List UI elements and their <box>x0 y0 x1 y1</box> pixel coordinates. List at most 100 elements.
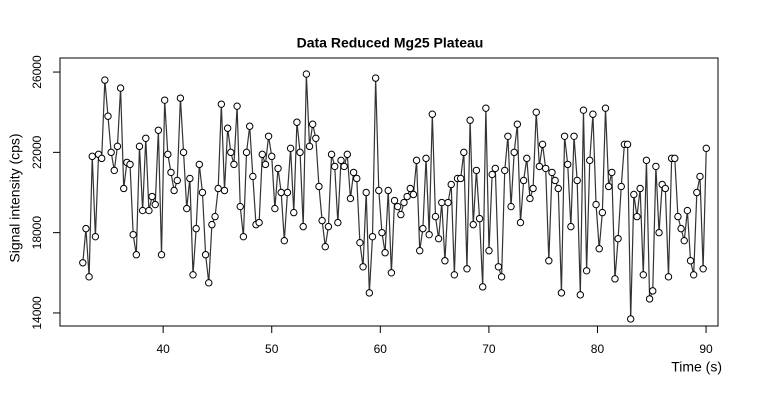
data-point <box>107 148 115 157</box>
data-point <box>475 214 484 223</box>
data-point <box>245 122 254 130</box>
data-point <box>230 160 238 169</box>
data-point <box>554 184 562 193</box>
data-point <box>422 154 430 163</box>
data-point <box>425 230 433 239</box>
data-point <box>456 174 465 183</box>
data-point <box>334 218 342 227</box>
data-point <box>548 168 556 177</box>
data-point <box>148 192 156 201</box>
data-point <box>469 220 477 229</box>
y-tick-label: 18000 <box>30 216 44 250</box>
data-point <box>431 212 440 221</box>
data-point <box>393 202 402 211</box>
x-axis-title: Time (s) <box>671 359 722 375</box>
data-point <box>683 206 692 215</box>
data-point <box>151 200 159 209</box>
data-point <box>604 182 613 191</box>
data-point <box>491 164 500 173</box>
data-point <box>261 160 270 169</box>
data-point <box>608 168 616 177</box>
data-point <box>324 222 333 231</box>
data-point <box>299 222 307 231</box>
data-point <box>120 184 128 193</box>
data-point <box>557 289 566 297</box>
data-point <box>321 243 329 251</box>
data-point <box>343 150 352 159</box>
data-point <box>570 132 578 140</box>
x-tick-label: 40 <box>156 342 170 356</box>
data-point <box>176 94 185 102</box>
data-point <box>674 212 682 221</box>
data-point <box>434 234 443 243</box>
data-point <box>258 150 266 159</box>
data-point <box>466 116 474 124</box>
data-point <box>268 152 276 161</box>
data-point <box>277 188 285 197</box>
data-point <box>353 174 361 183</box>
data-point <box>154 126 163 134</box>
data-point <box>356 238 364 247</box>
data-point <box>479 283 487 291</box>
data-point <box>101 76 109 84</box>
data-point <box>523 154 531 163</box>
x-tick-label: 80 <box>591 342 605 356</box>
data-point <box>564 160 572 169</box>
data-point <box>488 170 496 179</box>
data-point <box>271 204 279 213</box>
data-point <box>368 232 377 241</box>
data-point <box>538 140 547 149</box>
y-axis-title: Signal intensity (cps) <box>7 133 23 262</box>
data-point <box>671 154 679 163</box>
data-point <box>400 198 408 207</box>
data-point <box>595 245 603 253</box>
data-point <box>239 232 248 241</box>
data-point <box>686 257 695 265</box>
chart-title: Data Reduced Mg25 Plateau <box>297 35 484 51</box>
data-point <box>129 230 137 239</box>
data-point <box>286 144 295 153</box>
data-point <box>192 224 200 233</box>
data-point <box>567 222 575 231</box>
data-point <box>220 186 229 195</box>
data-point <box>186 174 194 183</box>
data-point <box>519 176 528 185</box>
data-point <box>371 74 380 82</box>
data-point <box>541 164 550 173</box>
data-point <box>349 168 358 177</box>
data-point <box>444 198 452 207</box>
data-point <box>598 208 607 217</box>
data-point <box>189 271 197 279</box>
data-point <box>346 194 355 203</box>
data-point <box>359 263 367 271</box>
data-point <box>365 289 374 297</box>
data-point <box>642 156 651 165</box>
data-point <box>126 160 134 169</box>
data-point <box>195 160 204 169</box>
data-point <box>302 70 311 78</box>
data-point <box>592 200 600 209</box>
data-point <box>173 176 181 185</box>
data-point <box>645 295 654 303</box>
y-tick-label: 26000 <box>30 55 44 89</box>
data-point <box>296 148 304 157</box>
data-point <box>375 186 383 195</box>
data-point <box>649 287 657 295</box>
data-point <box>485 247 493 255</box>
x-tick-label: 90 <box>699 342 713 356</box>
data-point <box>384 186 392 195</box>
data-point <box>614 234 622 243</box>
data-point <box>274 164 282 173</box>
data-point <box>387 269 396 277</box>
data-point <box>293 118 301 126</box>
data-point <box>205 279 213 287</box>
data-point <box>586 156 594 165</box>
data-point <box>217 100 226 108</box>
data-point <box>655 228 663 237</box>
data-point <box>406 184 414 193</box>
data-point <box>576 291 585 299</box>
data-point <box>419 224 427 233</box>
data-point <box>639 271 647 279</box>
data-point <box>560 132 569 140</box>
data-point <box>497 273 506 281</box>
